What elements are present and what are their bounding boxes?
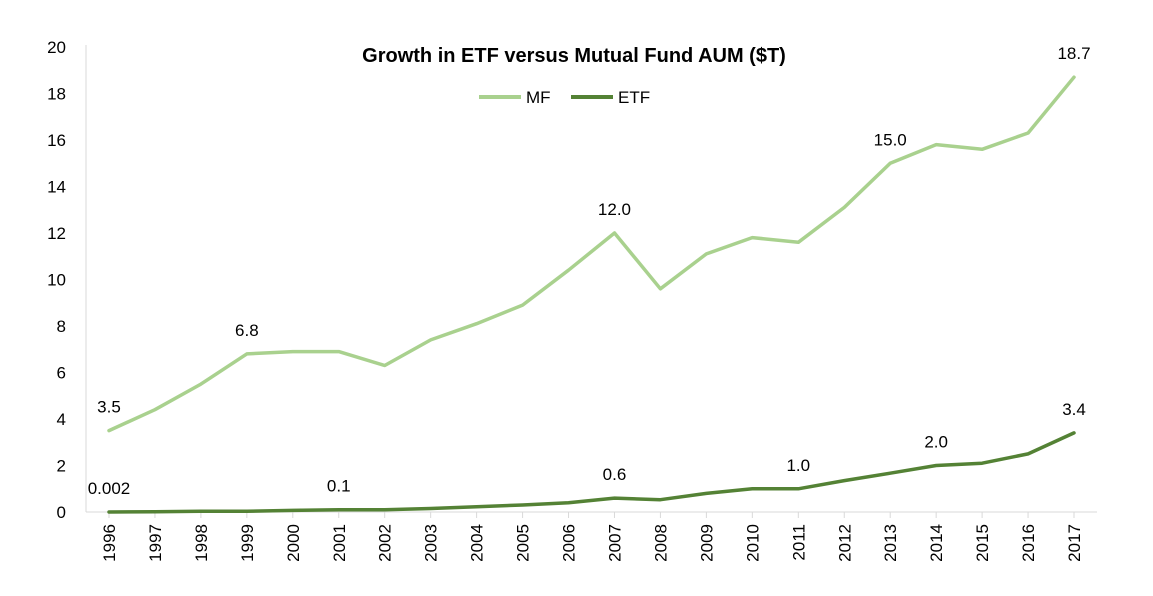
x-tick-label: 2016 [1019,524,1038,562]
data-label-etf: 2.0 [924,433,948,452]
x-axis-ticks: 1996 1997 1998 1999 2000 2001 2002 2003 2004 2005… [100,512,1084,562]
y-tick-label: 16 [47,131,66,150]
y-tick-label: 6 [57,364,66,383]
data-label-mf: 12.0 [598,200,631,219]
y-tick-label: 12 [47,224,66,243]
x-tick-label: 2003 [422,524,441,562]
x-tick-label: 2017 [1065,524,1084,562]
y-tick-label: 2 [57,457,66,476]
data-label-etf: 0.002 [88,479,131,498]
y-axis-ticks: 0 2 4 6 8 10 12 14 16 18 20 [47,38,66,522]
x-tick-label: 2013 [881,524,900,562]
x-tick-label: 1996 [100,524,119,562]
x-tick-label: 2004 [468,524,487,562]
x-tick-label: 2005 [514,524,533,562]
series-line-mf [109,77,1074,430]
x-tick-label: 1999 [238,524,257,562]
x-tick-label: 2012 [835,524,854,562]
data-label-mf: 15.0 [874,130,907,149]
y-tick-label: 4 [57,410,66,429]
x-tick-label: 2007 [605,524,624,562]
data-label-etf: 3.4 [1062,400,1086,419]
y-tick-label: 18 [47,85,66,104]
y-tick-label: 8 [57,317,66,336]
y-tick-label: 14 [47,178,66,197]
y-tick-label: 0 [57,503,66,522]
y-tick-label: 10 [47,271,66,290]
legend-label-etf: ETF [618,88,650,107]
y-tick-label: 20 [47,38,66,57]
data-label-mf: 3.5 [97,398,121,417]
data-label-mf: 18.7 [1057,44,1090,63]
legend: MF ETF [479,88,650,107]
x-tick-label: 2011 [789,524,808,561]
x-tick-label: 1997 [146,524,165,562]
x-tick-label: 2001 [330,524,349,562]
data-labels: 3.5 6.8 12.0 15.0 18.7 0.002 0.1 0.6 1.0 2.0 3.4 [88,44,1091,498]
x-tick-label: 2015 [973,524,992,562]
x-tick-label: 2008 [651,524,670,562]
chart-title: Growth in ETF versus Mutual Fund AUM ($T… [362,45,786,67]
x-tick-label: 2010 [743,524,762,562]
x-tick-label: 2000 [284,524,303,562]
x-tick-label: 2006 [560,524,579,562]
data-label-etf: 1.0 [786,456,810,475]
x-tick-label: 2014 [927,524,946,562]
x-tick-label: 2009 [697,524,716,562]
x-tick-label: 2002 [376,524,395,562]
legend-label-mf: MF [526,88,551,107]
x-tick-label: 1998 [192,524,211,562]
data-label-mf: 6.8 [235,321,259,340]
data-label-etf: 0.6 [603,465,627,484]
data-label-etf: 0.1 [327,477,351,496]
